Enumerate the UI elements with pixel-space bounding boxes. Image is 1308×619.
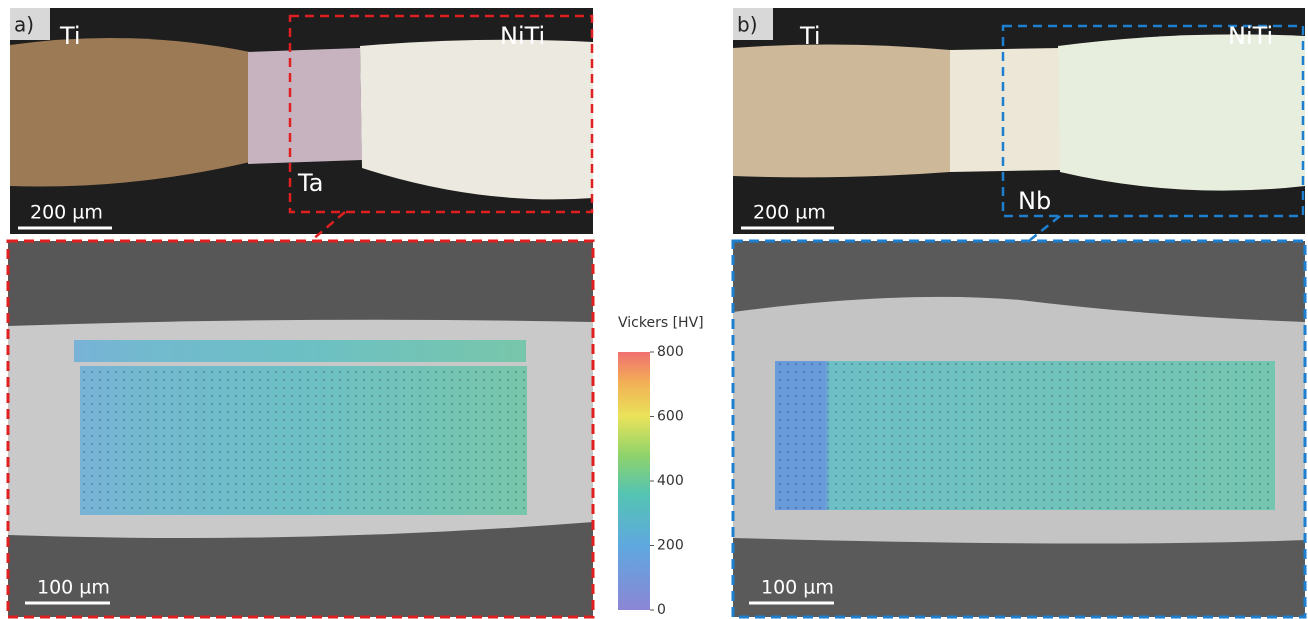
material-label: Ta (297, 169, 323, 197)
panel-label: a) (14, 13, 34, 37)
material-label: NiTi (500, 22, 545, 50)
panel-b-bottom (733, 241, 1305, 617)
material-label: Ti (59, 22, 81, 50)
material-label: Ti (799, 22, 821, 50)
colorbar-tick-label: 600 (657, 409, 684, 425)
colorbar (618, 352, 650, 610)
panel-label: b) (737, 13, 758, 37)
colorbar-tick-label: 800 (657, 344, 684, 360)
figure: a) Ti NiTi Ta 200 µm 100 µm b) Ti NiTi N… (0, 0, 1308, 619)
scale-bar-label: 200 µm (30, 202, 103, 224)
panel-a-bottom (8, 241, 593, 617)
colorbar-title: Vickers [HV] (618, 315, 704, 331)
scale-bar-label: 100 µm (37, 577, 110, 599)
scale-bar-label: 200 µm (753, 202, 826, 224)
colorbar-ticks: 0 200 400 600 800 (650, 344, 684, 618)
colorbar-tick-label: 200 (657, 538, 684, 554)
scale-bar-label: 100 µm (761, 577, 834, 599)
colorbar-tick-label: 400 (657, 473, 684, 489)
colorbar-tick-label: 0 (657, 602, 666, 618)
material-label: NiTi (1228, 22, 1273, 50)
material-label: Nb (1018, 187, 1051, 215)
